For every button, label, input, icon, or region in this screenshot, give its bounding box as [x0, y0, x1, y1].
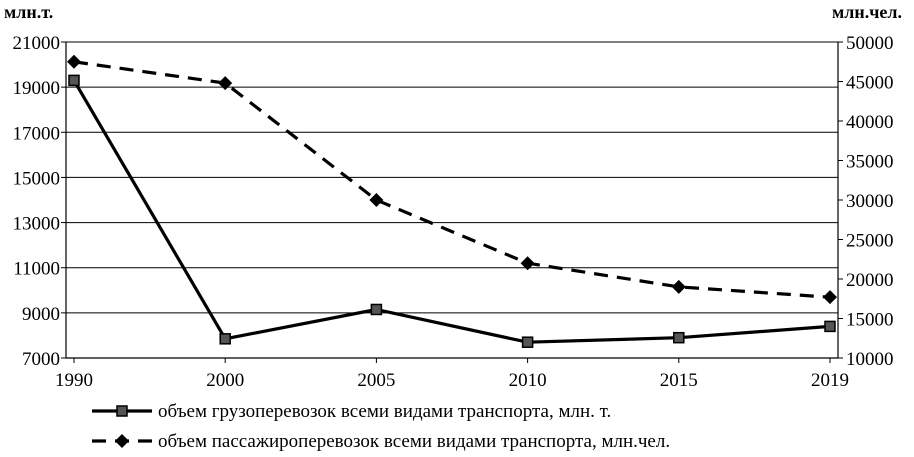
x-tick-label: 2019 — [811, 370, 849, 391]
series-1-point — [68, 74, 80, 87]
series-1-point — [824, 320, 836, 333]
legend-label-2: объем пассажироперевозок всеми видами тр… — [158, 431, 670, 452]
series-1-point — [673, 331, 685, 344]
legend: объем грузоперевозок всеми видами трансп… — [92, 401, 670, 452]
right-tick-label: 45000 — [846, 73, 894, 94]
series-2-point — [520, 256, 535, 271]
x-tick-label: 1990 — [55, 370, 93, 391]
series-2-point — [67, 54, 81, 69]
left-tick-label: 17000 — [13, 123, 61, 144]
left-tick-label: 19000 — [13, 78, 61, 99]
series-1-point — [219, 333, 231, 345]
x-axis-ticks: 1990 2000 2005 2010 2015 2019 — [55, 358, 849, 391]
series-2-point — [671, 279, 686, 294]
legend-marker-2 — [115, 434, 129, 448]
series-line-1 — [72, 79, 831, 344]
right-tick-label: 40000 — [846, 112, 894, 133]
right-axis-unit: млн.чел. — [832, 2, 902, 22]
right-axis-ticks: 10000 15000 20000 25000 30000 35000 40000 45000… — [838, 33, 894, 370]
left-tick-label: 13000 — [13, 214, 61, 235]
left-tick-label: 11000 — [13, 259, 60, 280]
left-tick-label: 9000 — [22, 304, 60, 325]
series-2-point — [823, 290, 837, 305]
left-tick-label: 7000 — [22, 349, 60, 370]
left-axis-unit: млн.т. — [4, 2, 53, 22]
axes — [65, 42, 839, 359]
gridlines — [66, 41, 838, 359]
series-2-point — [369, 193, 384, 207]
right-tick-label: 35000 — [846, 152, 894, 173]
right-tick-label: 30000 — [846, 191, 894, 212]
series-line-2 — [73, 60, 831, 299]
right-tick-label: 20000 — [846, 270, 894, 291]
right-tick-label: 50000 — [846, 33, 894, 54]
left-axis-ticks: 7000 9000 11000 13000 15000 17000 19000 21000 — [13, 33, 66, 370]
series-1-point — [370, 303, 383, 316]
x-tick-label: 2010 — [509, 370, 547, 391]
left-tick-label: 15000 — [13, 168, 61, 189]
right-tick-label: 10000 — [846, 349, 894, 370]
right-tick-label: 15000 — [846, 310, 894, 331]
x-tick-label: 2005 — [357, 370, 395, 391]
legend-label-1: объем грузоперевозок всеми видами трансп… — [158, 401, 611, 422]
x-tick-label: 2015 — [660, 370, 698, 391]
x-tick-label: 2000 — [206, 370, 244, 391]
left-tick-label: 21000 — [13, 33, 61, 54]
right-tick-label: 25000 — [846, 231, 894, 252]
series-2-point — [218, 76, 233, 91]
series-layer — [67, 54, 837, 348]
legend-marker-1 — [116, 405, 128, 417]
series-1-point — [521, 336, 534, 348]
